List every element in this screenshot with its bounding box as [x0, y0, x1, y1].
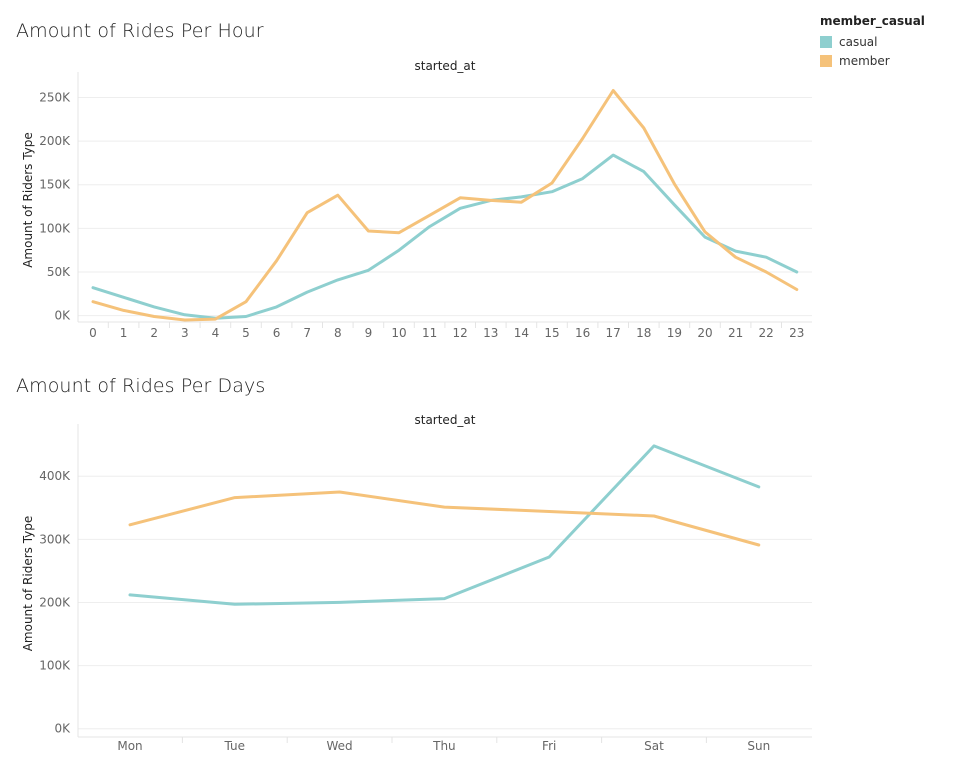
y-tick-label: 150K [39, 178, 71, 192]
chart-title-hourly: Amount of Rides Per Hour [16, 20, 264, 42]
x-tick-label: Thu [432, 739, 456, 753]
x-tick-label: 16 [575, 326, 590, 340]
x-tick-label: 7 [303, 326, 311, 340]
legend-label-member: member [839, 53, 890, 68]
y-tick-label: 300K [39, 532, 71, 546]
y-axis-label: Amount of Riders Type [21, 132, 35, 268]
x-tick-label: 21 [728, 326, 743, 340]
y-axis-label: Amount of Riders Type [21, 516, 35, 652]
legend-title: member_casual [820, 14, 925, 28]
legend-item-member[interactable]: member [820, 51, 925, 70]
x-tick-label: 15 [544, 326, 559, 340]
x-tick-label: 18 [636, 326, 651, 340]
x-tick-label: 9 [365, 326, 373, 340]
x-tick-label: 14 [514, 326, 529, 340]
x-tick-label: 6 [273, 326, 281, 340]
x-tick-label: Sun [747, 739, 770, 753]
x-tick-label: 4 [212, 326, 220, 340]
x-tick-label: 2 [150, 326, 158, 340]
series-line-casual [128, 444, 761, 606]
x-tick-label: 23 [789, 326, 804, 340]
x-tick-label: Tue [224, 739, 246, 753]
y-tick-label: 200K [39, 595, 71, 609]
series-line-member [91, 89, 799, 322]
x-tick-label: 8 [334, 326, 342, 340]
x-tick-label: 13 [483, 326, 498, 340]
y-tick-label: 0K [54, 722, 71, 736]
series-line-casual [91, 153, 799, 320]
x-tick-label: 0 [89, 326, 97, 340]
x-tick-label: 1 [120, 326, 128, 340]
y-tick-label: 100K [39, 659, 71, 673]
y-tick-label: 400K [39, 469, 71, 483]
chart-title-daily: Amount of Rides Per Days [16, 375, 266, 397]
legend-item-casual[interactable]: casual [820, 32, 925, 51]
x-tick-label: 10 [391, 326, 406, 340]
x-tick-label: 3 [181, 326, 189, 340]
x-tick-label: 11 [422, 326, 437, 340]
legend-swatch-member [820, 54, 832, 67]
x-tick-label: 17 [606, 326, 621, 340]
legend-swatch-casual [820, 35, 832, 48]
y-tick-label: 50K [47, 265, 71, 279]
column-header: started_at [414, 413, 475, 427]
x-tick-label: 12 [453, 326, 468, 340]
y-tick-label: 0K [54, 309, 71, 323]
series-line-member [128, 490, 761, 547]
x-tick-label: Sat [644, 739, 664, 753]
y-tick-label: 250K [39, 90, 71, 104]
x-tick-label: Mon [117, 739, 142, 753]
y-tick-label: 200K [39, 134, 71, 148]
y-tick-label: 100K [39, 221, 71, 235]
x-tick-label: 22 [759, 326, 774, 340]
column-header: started_at [414, 59, 475, 73]
x-tick-label: 5 [242, 326, 250, 340]
legend: member_casual casual member [820, 14, 925, 70]
x-tick-label: 20 [697, 326, 712, 340]
x-tick-label: Wed [327, 739, 353, 753]
x-tick-label: 19 [667, 326, 682, 340]
x-tick-label: Fri [542, 739, 556, 753]
legend-label-casual: casual [839, 34, 878, 49]
